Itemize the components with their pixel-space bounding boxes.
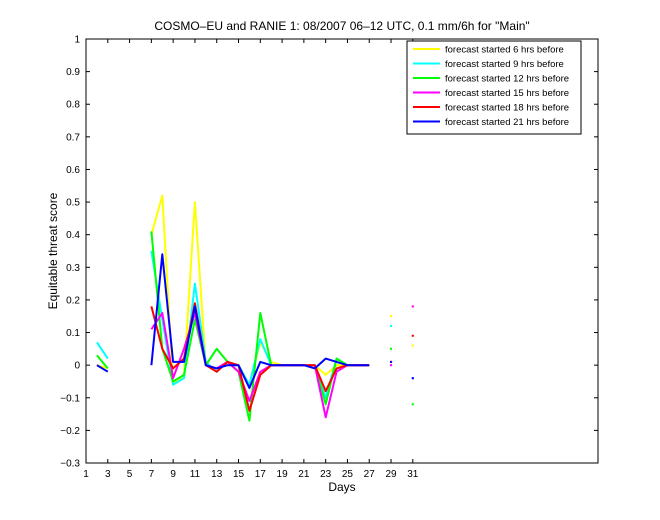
x-tick-label: 21 xyxy=(298,469,310,480)
y-tick-label: 0.7 xyxy=(66,132,80,143)
x-tick-label: 31 xyxy=(407,469,419,480)
y-tick-label: 0.9 xyxy=(66,67,80,78)
series-point xyxy=(411,334,415,337)
legend-label: forecast started 18 hrs before xyxy=(445,103,569,114)
legend-box xyxy=(406,40,582,135)
series-point xyxy=(389,347,393,351)
legend-item: forecast started 9 hrs before xyxy=(413,59,564,70)
y-tick-label: −0.2 xyxy=(60,426,80,437)
x-tick-label: 25 xyxy=(342,469,354,480)
x-tick-label: 15 xyxy=(233,469,245,480)
series-point xyxy=(411,305,415,308)
x-tick-label: 23 xyxy=(320,469,332,480)
x-axis-label: Days xyxy=(328,480,355,494)
y-tick-label: −0.1 xyxy=(60,393,80,404)
x-tick-label: 17 xyxy=(255,469,267,480)
legend-item: forecast started 15 hrs before xyxy=(413,88,569,99)
x-tick-label: 5 xyxy=(127,469,133,480)
legend-item: forecast started 12 hrs before xyxy=(413,74,569,85)
y-tick-label: 0.8 xyxy=(66,100,80,111)
series-line xyxy=(96,364,109,373)
x-tick-label: 11 xyxy=(190,469,201,480)
series-point xyxy=(411,377,415,380)
series-6 xyxy=(96,253,415,389)
series-point xyxy=(389,315,393,318)
legend-item: forecast started 18 hrs before xyxy=(413,103,569,114)
series-point xyxy=(389,324,393,328)
legend: forecast started 6 hrs before forecast st… xyxy=(406,40,582,135)
series-line xyxy=(150,253,370,389)
y-tick-label: 0.6 xyxy=(66,165,80,176)
x-tick-label: 19 xyxy=(277,469,289,480)
legend-item: forecast started 21 hrs before xyxy=(413,117,569,128)
y-tick-label: 1 xyxy=(74,35,80,46)
plot-area-frame xyxy=(85,38,599,464)
y-tick-label: 0.3 xyxy=(66,263,80,274)
series-layer xyxy=(96,194,415,422)
x-tick-label: 13 xyxy=(211,469,223,480)
legend-label: forecast started 6 hrs before xyxy=(445,45,564,56)
legend-label: forecast started 21 hrs before xyxy=(445,117,569,128)
y-tick-label: −0.3 xyxy=(60,459,80,470)
y-tick-label: 0.2 xyxy=(66,295,80,306)
y-tick-label: 0.1 xyxy=(66,328,80,339)
legend-label: forecast started 12 hrs before xyxy=(445,74,569,85)
x-tick-label: 1 xyxy=(83,469,89,480)
x-tick-label: 29 xyxy=(385,469,397,480)
x-tick-label: 27 xyxy=(364,469,376,480)
y-axis-label: Equitable threat score xyxy=(46,192,60,309)
legend-label: forecast started 15 hrs before xyxy=(445,88,569,99)
legend-item: forecast started 6 hrs before xyxy=(413,45,564,56)
y-tick-label: 0.5 xyxy=(66,198,80,209)
x-tick-label: 7 xyxy=(149,469,155,480)
y-tick-label: 0.4 xyxy=(66,230,80,241)
chart-title: COSMO–EU and RANIE 1: 08/2007 06–12 UTC,… xyxy=(154,19,529,33)
series-point xyxy=(411,344,415,347)
series-point xyxy=(389,363,393,367)
legend-label: forecast started 9 hrs before xyxy=(445,59,564,70)
series-point xyxy=(389,360,393,364)
x-tick-label: 9 xyxy=(170,469,176,480)
x-tick-label: 3 xyxy=(105,469,111,480)
series-line xyxy=(96,341,109,360)
series-line xyxy=(96,354,109,370)
y-tick-label: 0 xyxy=(74,361,80,372)
tick-layer: 1 3 5 7 9 11 13 15 17 19 21 23 25 27 29 31−0.3−0.2−0.10… xyxy=(60,35,598,480)
series-point xyxy=(411,403,415,406)
